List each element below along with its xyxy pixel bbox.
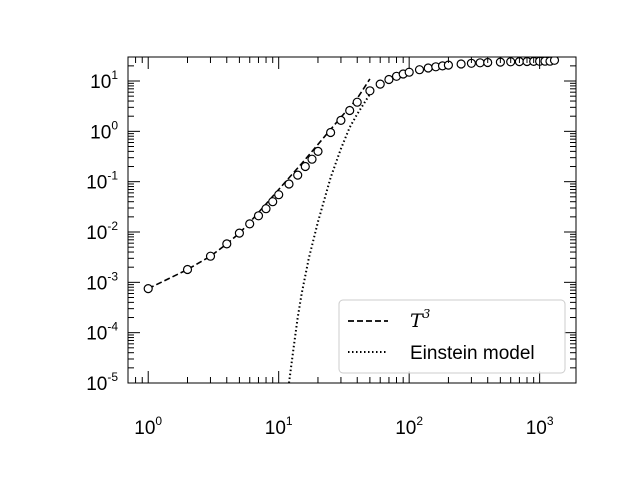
data-point [414, 65, 425, 75]
data-point [345, 105, 355, 116]
data-point [326, 127, 336, 138]
data-point [261, 204, 271, 214]
data-point [268, 197, 278, 207]
x-tick-label: 102 [395, 414, 423, 439]
legend-box [338, 299, 566, 374]
y-tick-label: 100 [90, 118, 118, 143]
data-point [234, 228, 244, 238]
x-tick-label: 103 [526, 414, 554, 439]
y-tick-label: 10-4 [86, 320, 118, 345]
series-layer [143, 57, 560, 383]
data-point [384, 74, 394, 85]
y-tick-label: 10-3 [86, 269, 118, 294]
x-axis: 100 101 102 103 [127, 57, 554, 439]
data-point [182, 264, 193, 275]
y-tick-label: 101 [90, 68, 118, 93]
x-tick-label: 101 [265, 414, 293, 439]
data-point [143, 284, 153, 294]
data-point [549, 57, 560, 65]
y-tick-label: 10-5 [86, 370, 118, 395]
data-point [456, 59, 466, 69]
data-point [293, 170, 303, 180]
legend: T3 Einstein model [338, 299, 566, 374]
data-point [423, 63, 433, 73]
y-tick-label: 10-2 [86, 219, 118, 244]
data-point [222, 239, 232, 249]
series-einstein-line [288, 93, 371, 383]
data-point [404, 67, 414, 77]
legend-label-t3: T3 [410, 307, 431, 332]
data-point [253, 211, 264, 221]
data-point [245, 219, 255, 229]
y-axis: 10-5 10-4 10-3 10-2 10-1 100 101 [86, 56, 576, 395]
data-point [274, 190, 284, 200]
legend-label-einstein: Einstein model [410, 343, 535, 364]
x-tick-label: 100 [134, 414, 162, 439]
data-point [313, 146, 323, 156]
data-point [475, 58, 485, 68]
data-point [307, 154, 317, 164]
data-point [375, 79, 385, 89]
data-point [336, 115, 346, 126]
data-point [205, 251, 216, 261]
data-point [352, 97, 362, 107]
y-tick-label: 10-1 [86, 169, 118, 194]
series-t3-line [147, 78, 371, 290]
data-point [300, 161, 310, 172]
plot-frame [127, 56, 577, 384]
data-point [284, 179, 294, 189]
data-point [365, 86, 375, 96]
